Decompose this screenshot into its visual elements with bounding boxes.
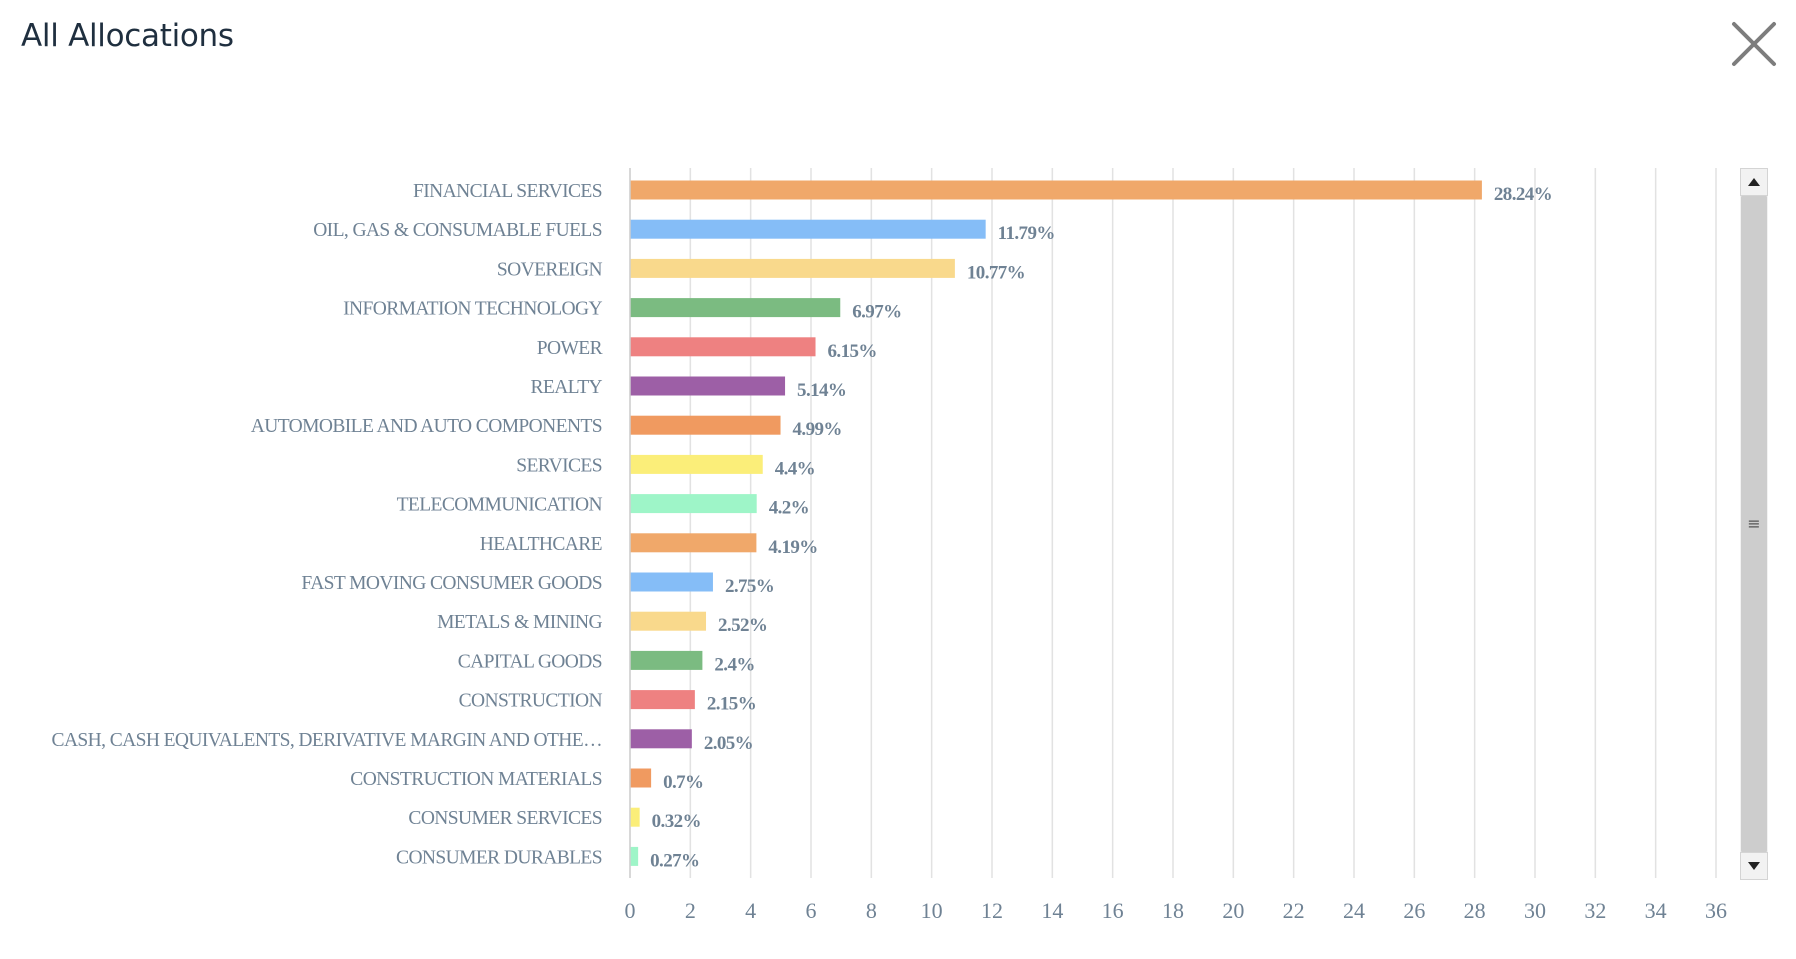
x-tick-label: 6 [806, 898, 817, 923]
x-tick-label: 14 [1041, 898, 1063, 923]
bar [630, 650, 703, 670]
scroll-track[interactable]: ≡ [1740, 196, 1768, 852]
x-tick-label: 10 [921, 898, 943, 923]
value-label: 2.15% [707, 694, 756, 715]
x-tick-label: 26 [1403, 898, 1425, 923]
bar [630, 729, 692, 749]
x-tick-label: 24 [1343, 898, 1365, 923]
x-tick-label: 2 [685, 898, 696, 923]
value-label: 28.24% [1494, 184, 1552, 205]
x-tick-label: 28 [1464, 898, 1486, 923]
x-tick-label: 20 [1222, 898, 1244, 923]
category-label: CONSUMER SERVICES [408, 808, 602, 829]
scroll-down-button[interactable] [1740, 852, 1768, 880]
arrow-down-icon[interactable] [1748, 862, 1760, 870]
value-label: 10.77% [967, 262, 1025, 283]
category-label: FINANCIAL SERVICES [413, 181, 602, 202]
bar [630, 494, 757, 514]
x-tick-label: 32 [1584, 898, 1606, 923]
scroll-thumb[interactable]: ≡ [1741, 196, 1767, 852]
value-label: 6.15% [828, 341, 877, 362]
x-tick-label: 34 [1645, 898, 1667, 923]
x-tick-label: 18 [1162, 898, 1184, 923]
category-label: METALS & MINING [437, 612, 602, 633]
bar [630, 454, 763, 474]
category-label: AUTOMOBILE AND AUTO COMPONENTS [251, 416, 602, 437]
x-tick-label: 22 [1283, 898, 1305, 923]
value-label: 11.79% [998, 223, 1055, 244]
x-tick-label: 16 [1102, 898, 1124, 923]
value-label: 4.4% [775, 458, 815, 479]
x-tick-label: 12 [981, 898, 1003, 923]
bar [630, 415, 781, 435]
value-label: 4.99% [793, 419, 842, 440]
value-label: 2.05% [704, 733, 753, 754]
category-label: INFORMATION TECHNOLOGY [343, 299, 602, 320]
category-label: TELECOMMUNICATION [397, 495, 603, 516]
bar [630, 572, 713, 592]
category-label: CONSTRUCTION [459, 691, 603, 712]
category-label: CONSUMER DURABLES [396, 847, 602, 868]
category-label: CASH, CASH EQUIVALENTS, DERIVATIVE MARGI… [52, 730, 602, 751]
value-label: 0.7% [663, 772, 703, 793]
allocation-bar-chart: 0 2 4 6 8 10 12 14 16 18 20 22 24 26 28 30 32 34 36FINANCI… [52, 168, 1727, 923]
bar [630, 807, 640, 827]
bar [630, 611, 707, 631]
close-button[interactable] [1730, 20, 1778, 68]
category-label: HEALTHCARE [480, 534, 602, 555]
x-tick-label: 36 [1705, 898, 1727, 923]
value-label: 4.2% [769, 498, 809, 519]
bar [630, 337, 816, 357]
category-label: CONSTRUCTION MATERIALS [350, 769, 602, 790]
arrow-up-icon[interactable] [1748, 178, 1760, 186]
value-label: 0.32% [652, 811, 701, 832]
bar [630, 180, 1482, 200]
scroll-up-button[interactable] [1740, 168, 1768, 196]
bar [630, 768, 652, 788]
x-tick-label: 0 [625, 898, 636, 923]
bar [630, 376, 786, 396]
bar [630, 690, 695, 710]
chart-scrollbar[interactable]: ≡ [1740, 168, 1768, 880]
value-label: 4.19% [768, 537, 817, 558]
bar [630, 219, 986, 239]
allocation-chart: 0 2 4 6 8 10 12 14 16 18 20 22 24 26 28 30 32 34 36 FINANCI… [52, 168, 1727, 923]
value-label: 0.27% [650, 850, 699, 871]
bar [630, 533, 757, 553]
bar [630, 298, 841, 318]
bar [630, 846, 639, 866]
x-tick-label: 4 [745, 898, 756, 923]
value-label: 2.52% [718, 615, 767, 636]
value-label: 6.97% [852, 302, 901, 323]
x-tick-label: 8 [866, 898, 877, 923]
category-label: CAPITAL GOODS [458, 651, 602, 672]
category-label: FAST MOVING CONSUMER GOODS [301, 573, 602, 594]
close-icon[interactable] [1730, 20, 1778, 68]
category-label: SOVEREIGN [497, 259, 603, 280]
value-label: 2.75% [725, 576, 774, 597]
bar [630, 258, 955, 278]
value-label: 2.4% [714, 654, 754, 675]
category-label: REALTY [530, 377, 602, 398]
value-label: 5.14% [797, 380, 846, 401]
modal-title: All Allocations [21, 18, 234, 54]
grip-lines-icon: ≡ [1747, 514, 1761, 533]
category-label: POWER [537, 338, 603, 359]
category-label: SERVICES [516, 455, 602, 476]
x-tick-label: 30 [1524, 898, 1546, 923]
category-label: OIL, GAS & CONSUMABLE FUELS [313, 220, 602, 241]
